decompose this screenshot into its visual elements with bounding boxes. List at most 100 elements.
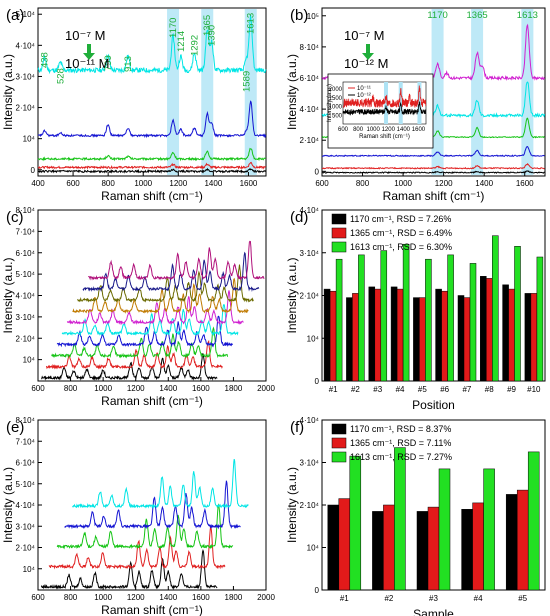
x-tick-label: 600 <box>31 384 45 393</box>
bar <box>480 276 487 382</box>
concentration-bottom: 10⁻¹² M <box>344 56 388 71</box>
y-tick-label: 2·10⁴ <box>16 104 36 113</box>
spectrum-line <box>37 147 266 162</box>
arrow-down-icon <box>83 44 95 60</box>
plot-frame <box>37 419 267 591</box>
y-tick-label: 10⁵ <box>307 12 319 21</box>
y-tick-label: 3·10⁴ <box>16 522 36 531</box>
bar <box>394 447 406 591</box>
x-tick-label: 800 <box>101 179 115 188</box>
bar <box>508 288 515 382</box>
legend-swatch <box>331 241 347 253</box>
peak-label: 1170 <box>427 10 447 21</box>
y-tick-label: 10⁴ <box>307 334 320 343</box>
x-tick-label: 2000 <box>257 593 275 602</box>
y-tick-label: 6·10⁴ <box>16 459 36 468</box>
x-tick-label: #7 <box>462 385 471 394</box>
spectrum-line <box>56 315 233 348</box>
x-tick-label: #4 <box>396 385 405 394</box>
plot-frame <box>37 7 267 177</box>
spectrum-line <box>40 549 218 591</box>
x-tick-label: #8 <box>485 385 494 394</box>
y-tick-label: 10⁴ <box>307 544 320 553</box>
y-tick-label: 0 <box>315 167 320 176</box>
spectrum-line <box>82 251 260 292</box>
inset-x-axis-label: Raman shift (cm⁻¹) <box>359 134 410 140</box>
bar <box>396 288 404 382</box>
y-tick-label: 0 <box>315 586 320 595</box>
legend-label: 1365 cm⁻¹, RSD = 6.49% <box>350 228 452 238</box>
inset-line <box>342 85 427 108</box>
x-tick-label: 800 <box>64 593 78 602</box>
y-tick-label: 0 <box>31 166 36 175</box>
y-tick-label: 4·10⁴ <box>300 416 320 425</box>
inset-legend-label: 10⁻¹² <box>357 93 371 99</box>
bar <box>447 254 454 382</box>
y-axis-label: Intensity (a.u.) <box>285 467 299 543</box>
spectrum-line <box>61 304 239 337</box>
bar <box>472 502 484 591</box>
bar <box>463 297 471 382</box>
inset-y-tick-label: 1500 <box>329 96 343 102</box>
inset-x-tick-label: 1400 <box>397 127 411 133</box>
bar <box>527 451 540 591</box>
inset-line <box>342 101 427 116</box>
concentration-bottom: 10⁻¹¹ M <box>65 56 109 71</box>
y-tick-label: 2·10⁴ <box>300 501 320 510</box>
concentration-top: 10⁻⁷ M <box>65 28 105 43</box>
x-tick-label: #5 <box>418 385 427 394</box>
bar <box>372 511 384 591</box>
panel-c: (c) Raman shift (cm⁻¹) Intensity (a.u.) 600… <box>1 206 275 408</box>
y-tick-label: 10⁴ <box>23 135 36 144</box>
spectrum-line <box>321 146 545 158</box>
bar <box>492 235 499 382</box>
spectrum-line <box>88 240 265 281</box>
panel-a: (a) Raman shift (cm⁻¹) Intensity (a.u.) 400… <box>1 7 267 203</box>
x-tick-label: #10 <box>527 385 541 394</box>
peak-label: 1390 <box>207 25 218 46</box>
y-tick-label: 4·10⁴ <box>300 206 320 215</box>
y-tick-label: 3·10⁴ <box>16 72 36 81</box>
peak-label: 1292 <box>189 35 200 56</box>
bar <box>483 468 495 591</box>
panel-label: (f) <box>290 419 304 436</box>
peak-label: 1170 <box>168 18 179 38</box>
y-tick-label: 2·10⁴ <box>300 136 320 145</box>
y-axis-label: Intensity (a.u.) <box>285 257 299 333</box>
x-tick-label: 1000 <box>94 384 112 393</box>
x-axis-label: Sample <box>413 607 454 616</box>
bar <box>374 288 382 382</box>
x-tick-label: 1400 <box>159 593 177 602</box>
x-tick-label: 1600 <box>516 179 534 188</box>
arrow-down-icon <box>362 44 374 60</box>
x-tick-label: 1400 <box>204 179 222 188</box>
x-axis-label: Raman shift (cm⁻¹) <box>101 603 203 616</box>
bar <box>486 278 493 382</box>
plot-frame <box>321 7 546 177</box>
spectrum-line <box>37 100 267 139</box>
x-tick-label: 1200 <box>127 384 145 393</box>
bar <box>335 258 343 382</box>
y-tick-label: 7·10⁴ <box>16 227 36 236</box>
legend-label: 1170 cm⁻¹, RSD = 8.37% <box>350 424 451 434</box>
panel-label: (b) <box>290 7 308 24</box>
spectrum-line <box>37 14 267 75</box>
y-tick-label: 0 <box>315 377 320 386</box>
bar <box>469 263 477 382</box>
peak-label: 438 <box>40 52 51 68</box>
bar <box>380 250 388 382</box>
x-tick-label: #6 <box>440 385 449 394</box>
y-tick-label: 2·10⁴ <box>16 334 36 343</box>
legend-swatch <box>331 451 347 463</box>
bar <box>346 297 353 382</box>
spectrum-line <box>64 480 241 530</box>
inset-legend-label: 10⁻¹¹ <box>357 86 371 92</box>
x-tick-label: 600 <box>66 179 80 188</box>
x-tick-label: #1 <box>340 594 349 603</box>
y-tick-label: 3·10⁴ <box>300 459 320 468</box>
bar <box>514 246 521 382</box>
bar <box>536 256 544 382</box>
inset-x-tick-label: 800 <box>353 127 364 133</box>
bar <box>358 254 365 382</box>
